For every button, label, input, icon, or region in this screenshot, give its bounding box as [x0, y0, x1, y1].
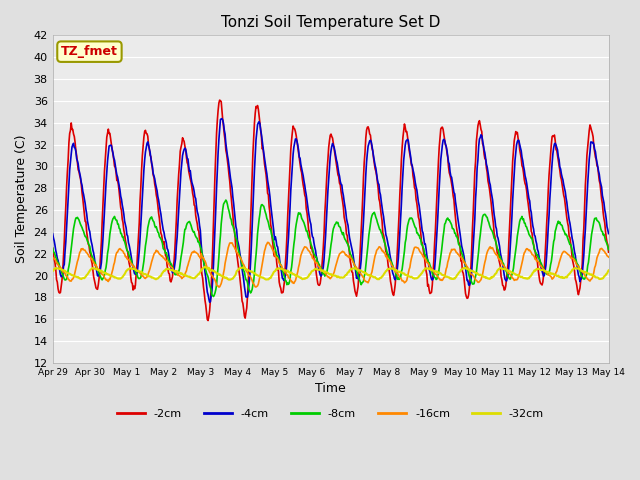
X-axis label: Time: Time — [316, 383, 346, 396]
Text: TZ_fmet: TZ_fmet — [61, 45, 118, 58]
Title: Tonzi Soil Temperature Set D: Tonzi Soil Temperature Set D — [221, 15, 440, 30]
Legend: -2cm, -4cm, -8cm, -16cm, -32cm: -2cm, -4cm, -8cm, -16cm, -32cm — [113, 404, 548, 423]
Y-axis label: Soil Temperature (C): Soil Temperature (C) — [15, 135, 28, 264]
